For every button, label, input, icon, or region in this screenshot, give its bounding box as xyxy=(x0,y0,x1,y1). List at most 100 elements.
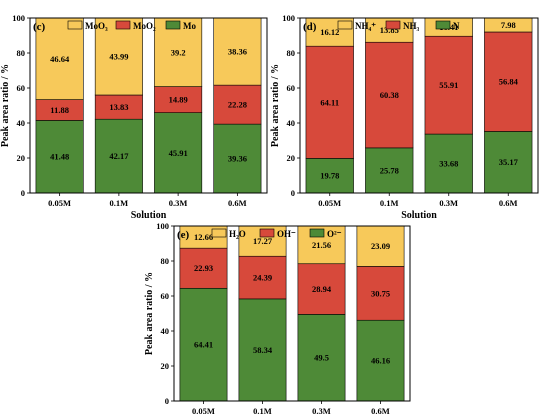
bar-yellow-2 xyxy=(154,17,203,87)
x-tick-label: 0.05M xyxy=(48,198,71,208)
legend-entry: NH₄⁺ xyxy=(355,21,376,31)
x-tick-label: 0.6M xyxy=(371,406,390,415)
data-label: 46.64 xyxy=(50,54,70,64)
y-axis-title: Peak area ratio / % xyxy=(144,272,155,355)
bar-red-2 xyxy=(297,263,346,315)
legend-entry: MoO₃ xyxy=(85,21,108,31)
y-tick-label: 40 xyxy=(17,118,26,128)
bar-red-2 xyxy=(424,35,473,135)
plot-frame xyxy=(299,17,539,194)
chart-panel-2: 64.41 22.93 12.66 0.05M 58.34 24.39 17.27 0.1M 4… xyxy=(144,221,411,415)
bar-green-3 xyxy=(484,131,533,194)
data-label: 22.93 xyxy=(194,263,213,273)
legend-swatch-red xyxy=(259,228,275,238)
legend-swatch-yellow xyxy=(211,228,227,238)
chart-panel-1: 19.78 64.11 16.12 0.05M 25.78 60.38 13.85 0.1M 3… xyxy=(270,13,539,221)
data-label: 17.27 xyxy=(253,236,273,246)
x-tick-label: 0.1M xyxy=(110,198,129,208)
y-tick-label: 0 xyxy=(291,188,295,198)
chart-panel-0: 41.48 11.88 46.64 0.05M 42.17 13.83 43.99 0.1M 4… xyxy=(0,13,268,221)
x-axis-title: Solution xyxy=(401,210,437,221)
legend-entry: NH₃ xyxy=(403,21,420,31)
data-label: 39.36 xyxy=(228,154,247,164)
x-tick-label: 0.3M xyxy=(312,406,331,415)
x-tick-label: 0.1M xyxy=(253,406,272,415)
y-tick-label: 80 xyxy=(287,48,296,58)
bar-yellow-1 xyxy=(94,17,143,96)
data-label: 11.88 xyxy=(50,105,69,115)
legend-entry: O²⁻ xyxy=(327,229,342,239)
bar-red-1 xyxy=(365,41,414,149)
legend-entry: Mo xyxy=(183,21,196,31)
bar-red-2 xyxy=(154,86,203,113)
bar-green-0 xyxy=(179,287,228,402)
data-label: 58.34 xyxy=(253,345,273,355)
plot-frame xyxy=(29,17,268,194)
data-label: 42.17 xyxy=(109,151,129,161)
x-tick-label: 0.05M xyxy=(192,406,215,415)
data-label: 43.99 xyxy=(109,52,128,62)
data-label: 49.5 xyxy=(314,353,329,363)
panel-label: (c) xyxy=(33,21,46,33)
y-tick-label: 40 xyxy=(161,326,170,336)
data-label: 46.16 xyxy=(371,356,390,366)
y-tick-label: 80 xyxy=(161,256,170,266)
data-label: 19.78 xyxy=(320,171,339,181)
x-tick-label: 0.3M xyxy=(439,198,458,208)
x-tick-label: 0.3M xyxy=(169,198,188,208)
y-tick-label: 20 xyxy=(287,153,296,163)
legend-swatch-green xyxy=(309,228,325,238)
y-tick-label: 60 xyxy=(161,291,170,301)
bar-green-0 xyxy=(35,120,84,194)
data-label: 55.91 xyxy=(439,80,458,90)
legend-swatch-red xyxy=(115,20,131,30)
y-axis-title: Peak area ratio / % xyxy=(270,64,281,147)
bar-green-1 xyxy=(365,147,414,194)
bar-green-2 xyxy=(297,314,346,402)
bar-red-3 xyxy=(484,31,533,132)
data-label: 21.56 xyxy=(312,240,331,250)
data-label: 35.17 xyxy=(499,157,519,167)
legend-entry: H₂O xyxy=(229,229,246,239)
panel-label: (d) xyxy=(303,21,317,33)
data-label: 23.09 xyxy=(371,241,390,251)
x-tick-label: 0.6M xyxy=(228,198,247,208)
data-label: 30.75 xyxy=(371,288,390,298)
data-label: 39.2 xyxy=(171,47,186,57)
data-label: 64.11 xyxy=(320,97,339,107)
data-label: 12.66 xyxy=(194,232,213,242)
x-tick-label: 0.1M xyxy=(380,198,399,208)
x-tick-label: 0.6M xyxy=(499,198,518,208)
bar-green-1 xyxy=(94,118,143,194)
y-tick-label: 20 xyxy=(17,153,26,163)
data-label: 7.98 xyxy=(501,20,516,30)
x-axis-title: Solution xyxy=(131,210,167,221)
bar-green-2 xyxy=(424,133,473,194)
data-label: 64.41 xyxy=(194,340,213,350)
bar-yellow-3 xyxy=(213,17,262,86)
x-tick-label: 0.05M xyxy=(318,198,341,208)
data-label: 24.39 xyxy=(253,273,272,283)
y-tick-label: 100 xyxy=(156,221,169,231)
bar-green-0 xyxy=(305,158,354,194)
legend-swatch-green xyxy=(165,20,181,30)
y-tick-label: 20 xyxy=(161,361,170,371)
data-label: 13.83 xyxy=(109,102,128,112)
bar-red-3 xyxy=(213,84,262,125)
data-label: 41.48 xyxy=(50,152,69,162)
y-tick-label: 60 xyxy=(287,83,296,93)
bar-red-1 xyxy=(238,255,287,300)
y-axis-title: Peak area ratio / % xyxy=(0,64,11,147)
legend-swatch-red xyxy=(385,20,401,30)
data-label: 33.68 xyxy=(439,159,458,169)
plot-frame xyxy=(173,225,411,402)
legend-entry: MoO₂ xyxy=(133,21,156,31)
data-label: 45.91 xyxy=(169,148,188,158)
data-label: 16.12 xyxy=(320,27,339,37)
legend-swatch-green xyxy=(435,20,451,30)
data-label: 38.36 xyxy=(228,47,247,57)
data-label: 13.85 xyxy=(380,25,399,35)
y-tick-label: 60 xyxy=(17,83,26,93)
y-tick-label: 100 xyxy=(282,13,295,23)
